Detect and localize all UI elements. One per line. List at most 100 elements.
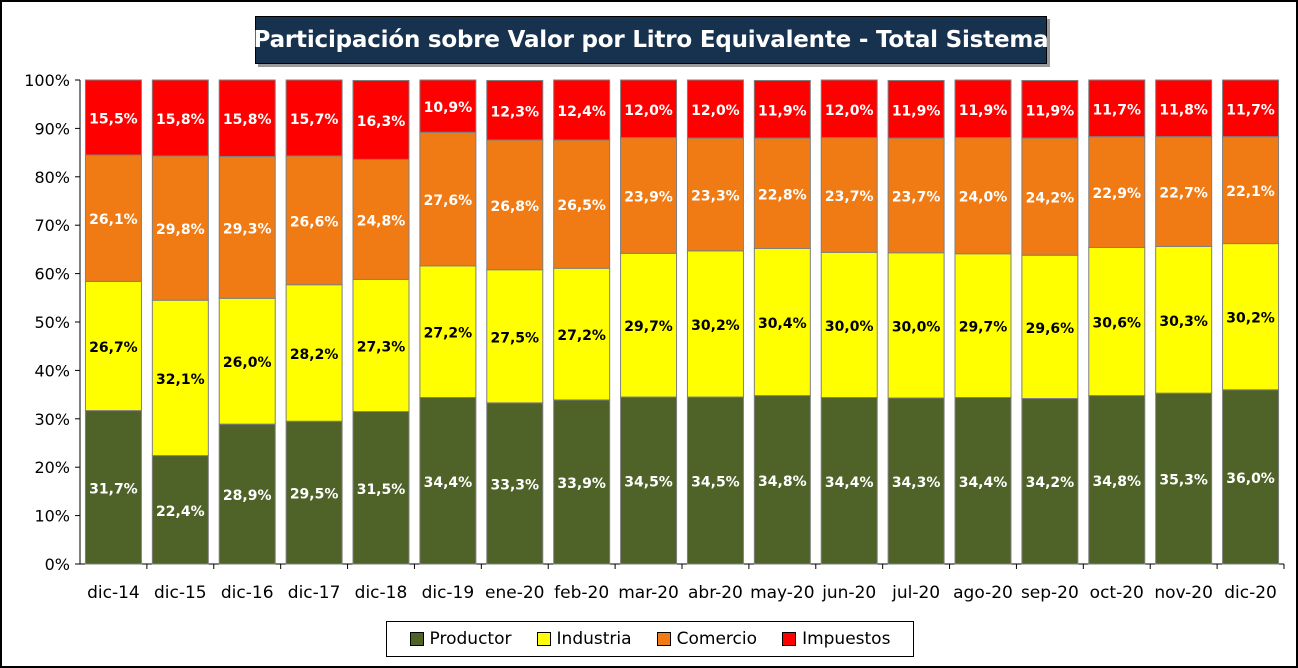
- data-label-impuestos: 10,9%: [424, 100, 473, 116]
- bar-segment-impuestos: [151, 79, 209, 157]
- data-label-comercio: 23,3%: [691, 188, 740, 204]
- data-label-productor: 34,4%: [424, 475, 473, 491]
- data-label-impuestos: 12,0%: [624, 103, 673, 119]
- data-label-productor: 34,4%: [825, 475, 874, 491]
- data-label-industria: 30,6%: [1092, 316, 1141, 332]
- bar-segment-industria: [151, 299, 209, 457]
- bar-segment-productor: [954, 397, 1012, 565]
- data-label-impuestos: 11,7%: [1226, 102, 1275, 118]
- data-label-impuestos: 15,8%: [156, 112, 205, 128]
- data-label-industria: 30,0%: [892, 319, 941, 335]
- data-label-impuestos: 15,7%: [290, 112, 339, 128]
- data-label-industria: 27,2%: [557, 328, 606, 344]
- data-label-industria: 26,0%: [223, 355, 272, 371]
- y-tick-label: 30%: [34, 410, 70, 429]
- data-label-impuestos: 11,8%: [1159, 102, 1208, 118]
- y-tick-label: 70%: [34, 216, 70, 235]
- bar-segment-industria: [486, 269, 544, 404]
- legend-swatch-productor: [409, 632, 424, 646]
- data-label-impuestos: 15,8%: [223, 112, 272, 128]
- bar-segment-comercio: [352, 158, 410, 280]
- data-label-industria: 29,6%: [1026, 321, 1075, 337]
- bar-segment-productor: [620, 396, 678, 565]
- bar-segment-industria: [620, 252, 678, 398]
- y-tick-label: 50%: [34, 313, 70, 332]
- y-tick-label: 60%: [34, 265, 70, 284]
- bar-segment-industria: [686, 250, 744, 398]
- data-label-impuestos: 11,9%: [1026, 103, 1075, 119]
- data-label-productor: 29,5%: [290, 487, 339, 503]
- data-label-industria: 27,3%: [357, 339, 406, 355]
- data-label-industria: 30,3%: [1159, 314, 1208, 330]
- x-tick-label: dic-17: [288, 583, 341, 603]
- bar-segment-impuestos: [1155, 79, 1213, 138]
- legend-swatch-comercio: [656, 632, 671, 646]
- bar-segment-impuestos: [887, 79, 945, 139]
- data-label-comercio: 23,7%: [825, 189, 874, 205]
- bar-segment-impuestos: [1021, 79, 1079, 139]
- data-label-impuestos: 16,3%: [357, 114, 406, 130]
- y-tick-label: 40%: [34, 361, 70, 380]
- bar-segment-productor: [820, 397, 878, 565]
- bar-segment-industria: [553, 267, 611, 401]
- bar-segment-comercio: [553, 139, 611, 269]
- data-label-comercio: 24,0%: [959, 190, 1008, 206]
- data-label-industria: 28,2%: [290, 347, 339, 363]
- x-tick-label: dic-15: [154, 583, 207, 603]
- bar-segment-industria: [1021, 254, 1079, 399]
- x-tick-label: sep-20: [1021, 583, 1079, 603]
- data-label-productor: 34,2%: [1026, 475, 1075, 491]
- data-label-productor: 34,3%: [892, 475, 941, 491]
- y-tick-label: 10%: [34, 507, 70, 526]
- data-label-comercio: 23,7%: [892, 189, 941, 205]
- x-tick-label: dic-19: [422, 583, 475, 603]
- data-label-productor: 34,5%: [624, 475, 673, 491]
- bar-segment-industria: [753, 247, 811, 397]
- bar-segment-industria: [1155, 245, 1213, 394]
- data-label-impuestos: 11,9%: [892, 103, 941, 119]
- bar-segment-productor: [1021, 397, 1079, 565]
- data-label-industria: 30,0%: [825, 319, 874, 335]
- bar-segment-impuestos: [486, 79, 544, 141]
- legend-item-industria: Industria: [536, 629, 632, 649]
- data-label-productor: 34,8%: [758, 474, 807, 490]
- x-tick-label: jun-20: [821, 583, 876, 603]
- bar-segment-comercio: [686, 137, 744, 252]
- data-label-productor: 22,4%: [156, 504, 205, 520]
- bar-segment-industria: [352, 278, 410, 413]
- data-label-productor: 34,5%: [691, 475, 740, 491]
- legend-item-impuestos: Impuestos: [782, 629, 890, 649]
- y-tick-label: 100%: [24, 71, 70, 90]
- y-tick-label: 20%: [34, 458, 70, 477]
- bar-segment-comercio: [820, 137, 878, 253]
- bar-segment-productor: [753, 395, 811, 565]
- bar-segment-productor: [84, 410, 142, 565]
- data-label-productor: 36,0%: [1226, 471, 1275, 487]
- data-label-comercio: 22,8%: [758, 187, 807, 203]
- data-label-industria: 29,7%: [624, 319, 673, 335]
- bar-segment-industria: [820, 251, 878, 399]
- bar-segment-productor: [1155, 392, 1213, 565]
- data-label-productor: 34,4%: [959, 475, 1008, 491]
- bar-segment-productor: [419, 397, 477, 565]
- legend-label-comercio: Comercio: [676, 629, 757, 649]
- bar-segment-productor: [1222, 389, 1280, 565]
- bar-segment-industria: [285, 284, 343, 422]
- bar-segment-comercio: [285, 155, 343, 286]
- data-label-impuestos: 11,9%: [758, 103, 807, 119]
- data-label-comercio: 26,5%: [557, 198, 606, 214]
- x-tick-label: oct-20: [1090, 583, 1144, 603]
- legend-swatch-impuestos: [782, 632, 797, 646]
- bar-segment-impuestos: [84, 79, 142, 156]
- x-tick-label: dic-18: [355, 583, 408, 603]
- data-label-comercio: 23,9%: [624, 189, 673, 205]
- bar-segment-industria: [1088, 246, 1146, 397]
- data-label-industria: 26,7%: [89, 340, 138, 356]
- bar-segment-productor: [1088, 395, 1146, 565]
- bar-segment-industria: [84, 280, 142, 412]
- bar-segment-industria: [954, 253, 1012, 399]
- x-tick-label: may-20: [750, 583, 815, 603]
- x-tick-label: dic-14: [87, 583, 140, 603]
- bar-segment-comercio: [887, 137, 945, 254]
